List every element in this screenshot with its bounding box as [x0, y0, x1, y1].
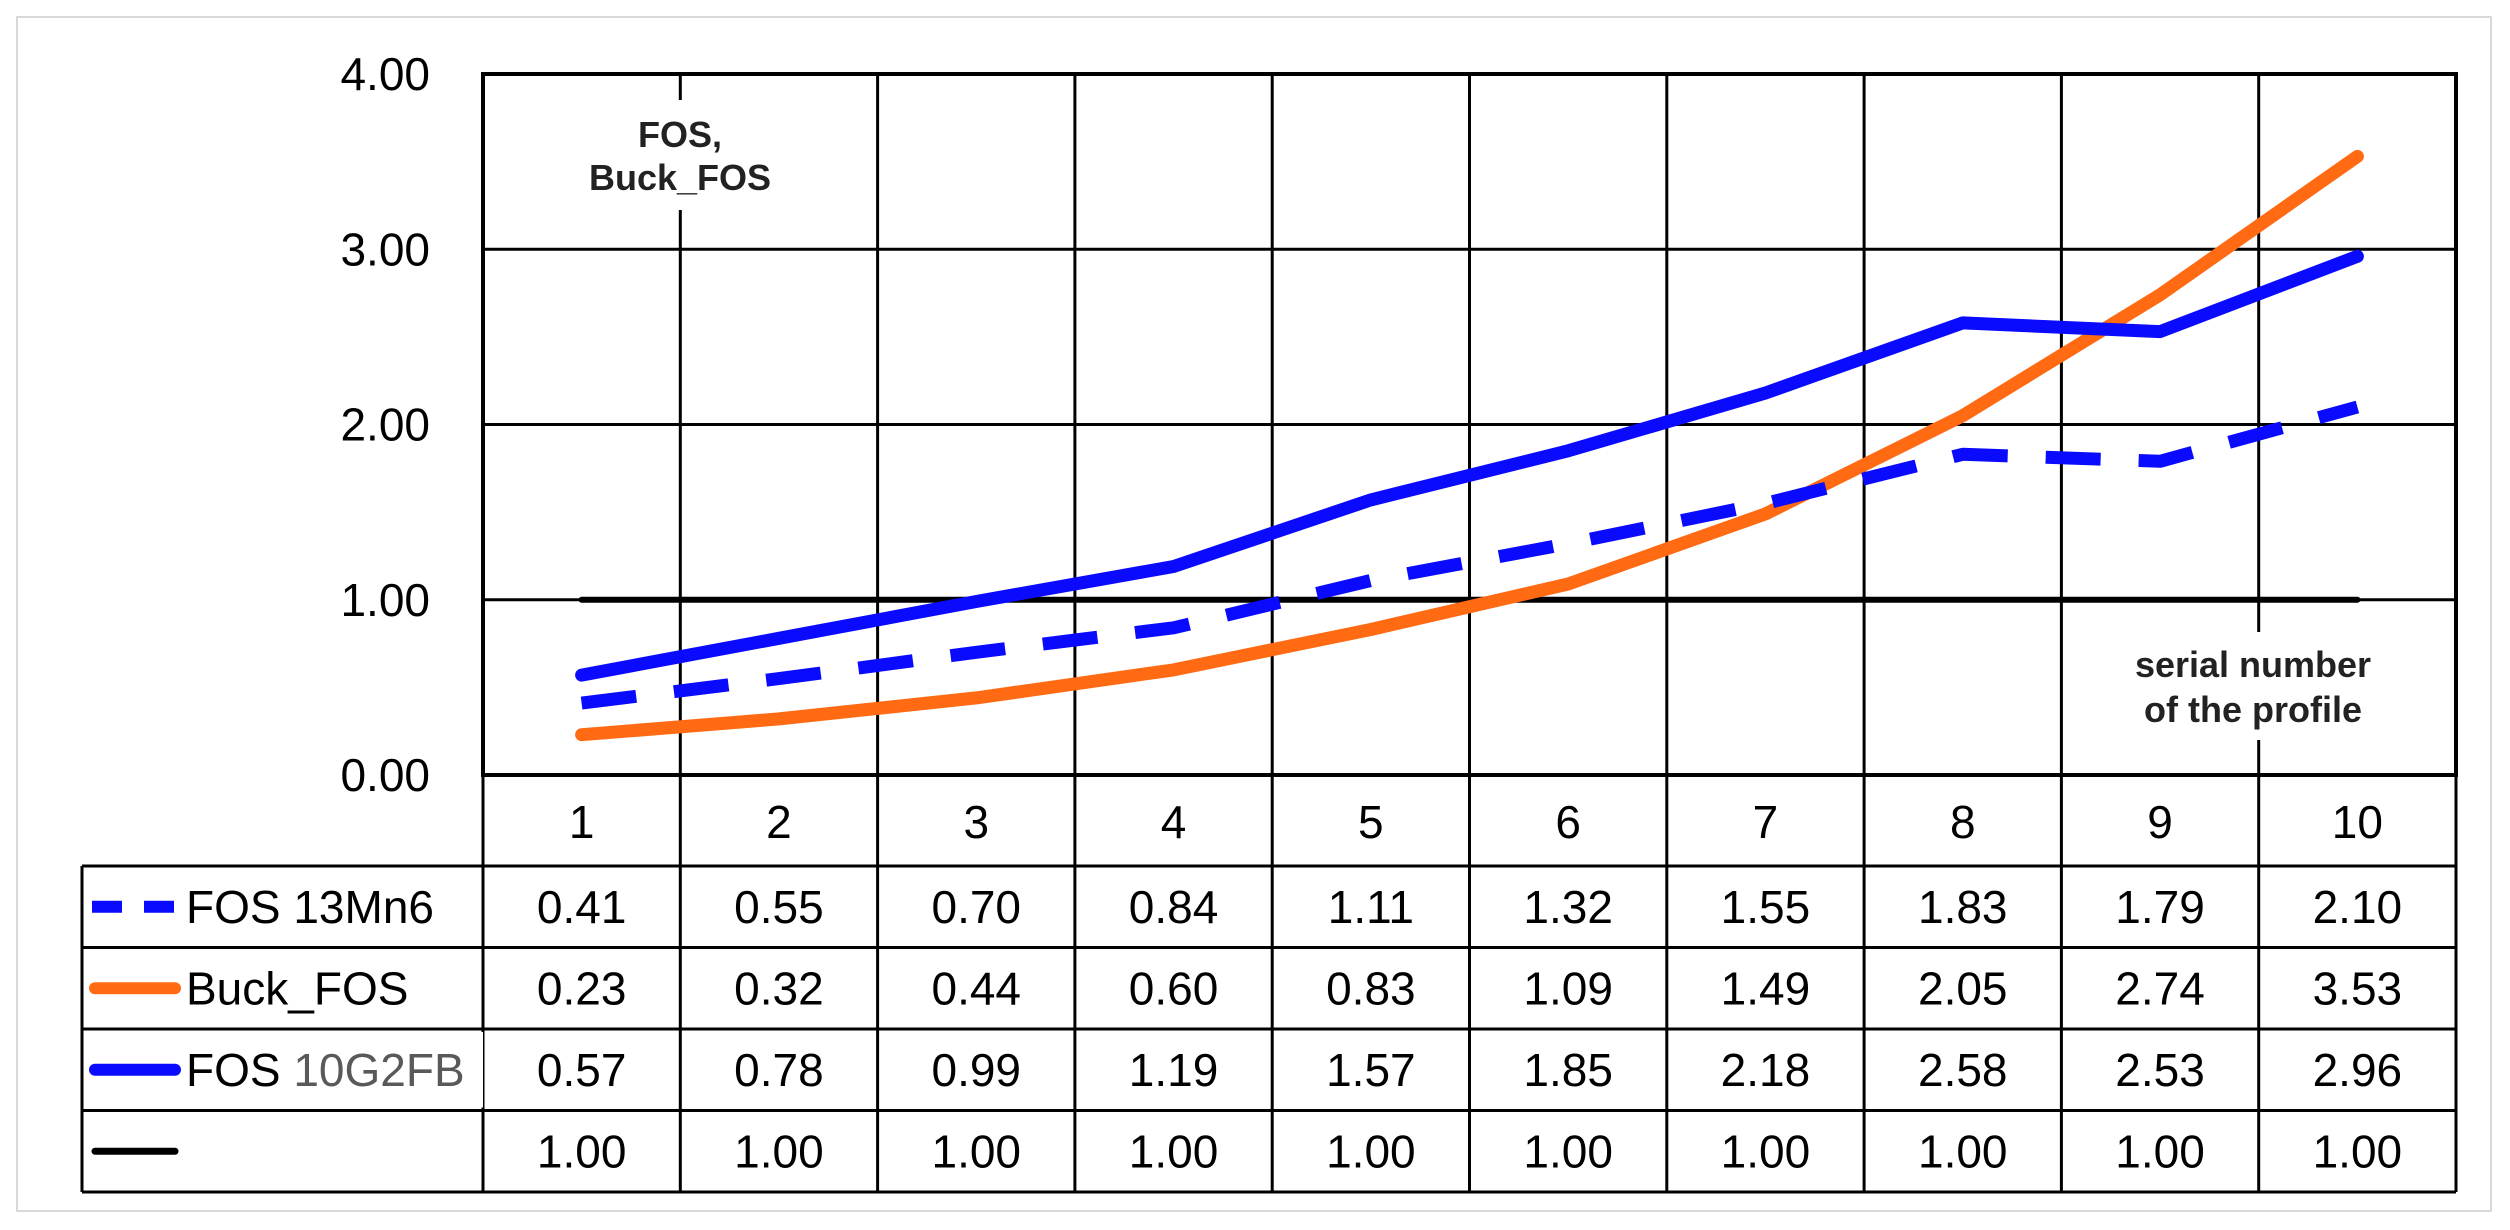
plot-grid — [481, 72, 2458, 1192]
table-cell-s3-c8: 2.58 — [1918, 1044, 2008, 1096]
legend-label-3: FOS 10G2FB — [186, 1044, 465, 1096]
y-tick-label-4: 4.00 — [340, 48, 430, 100]
x-tick-label-8: 8 — [1950, 796, 1976, 848]
series-line-2 — [575, 149, 2364, 742]
table-cell-s1-c10: 2.10 — [2313, 881, 2403, 933]
x-tick-label-2: 2 — [766, 796, 792, 848]
table-cell-s2-c4: 0.60 — [1129, 962, 1219, 1014]
table-cell-s4-c6: 1.00 — [1523, 1125, 1613, 1177]
y-tick-label-1: 1.00 — [340, 574, 430, 626]
table-cell-s4-c2: 1.00 — [734, 1125, 824, 1177]
x-tick-label-5: 5 — [1358, 796, 1384, 848]
legend-label-1: FOS 13Mn6 — [186, 881, 434, 933]
table-cell-s1-c2: 0.55 — [734, 881, 824, 933]
table-cell-s2-c7: 1.49 — [1721, 962, 1811, 1014]
legend-label-part: Buck_FOS — [186, 962, 408, 1014]
table-cell-s2-c8: 2.05 — [1918, 962, 2008, 1014]
y-annotation-background — [560, 100, 800, 210]
x-tick-label-10: 10 — [2332, 796, 2383, 848]
y-tick-label-0: 0.00 — [340, 749, 430, 801]
table-cell-s3-c6: 1.85 — [1523, 1044, 1613, 1096]
legend-label-part: FOS — [186, 1044, 293, 1096]
y-axis-annotation-line-2: Buck_FOS — [589, 157, 771, 198]
x-tick-label-6: 6 — [1555, 796, 1581, 848]
table-cell-s3-c1: 0.57 — [537, 1044, 627, 1096]
table-cell-s1-c3: 0.70 — [931, 881, 1021, 933]
table-cell-s3-c2: 0.78 — [734, 1044, 824, 1096]
table-cell-s2-c5: 0.83 — [1326, 962, 1416, 1014]
table-cell-s3-c9: 2.53 — [2115, 1044, 2205, 1096]
table-cell-s2-c10: 3.53 — [2313, 962, 2403, 1014]
table-cell-s1-c8: 1.83 — [1918, 881, 2008, 933]
x-axis-annotation-line-2: of the profile — [2144, 689, 2362, 730]
table-cell-s1-c6: 1.32 — [1523, 881, 1613, 933]
table-cell-s3-c7: 2.18 — [1721, 1044, 1811, 1096]
table-cell-s1-c1: 0.41 — [537, 881, 627, 933]
table-cell-s4-c7: 1.00 — [1721, 1125, 1811, 1177]
table-cell-s1-c7: 1.55 — [1721, 881, 1811, 933]
x-tick-label-4: 4 — [1161, 796, 1187, 848]
table-cell-s4-c1: 1.00 — [537, 1125, 627, 1177]
data-table: 1 2 3 4 5 6 7 8 9 10 FOS 13Mn6 0.41 0.55 0.70 0.84 1.11… — [80, 775, 2458, 1194]
table-cell-s2-c3: 0.44 — [931, 962, 1021, 1014]
series-lines — [575, 149, 2364, 742]
x-tick-label-3: 3 — [963, 796, 989, 848]
table-cell-s4-c3: 1.00 — [931, 1125, 1021, 1177]
table-cell-s3-c10: 2.96 — [2313, 1044, 2403, 1096]
table-cell-s4-c10: 1.00 — [2313, 1125, 2403, 1177]
table-cell-s4-c4: 1.00 — [1129, 1125, 1219, 1177]
legend-clip — [479, 1032, 483, 1108]
y-axis-ticks: 0.00 1.00 2.00 3.00 4.00 — [340, 48, 430, 801]
table-cell-s1-c5: 1.11 — [1328, 881, 1414, 933]
table-cell-s1-c4: 0.84 — [1129, 881, 1219, 933]
x-annotation-background — [2098, 632, 2408, 740]
x-tick-label-1: 1 — [569, 796, 595, 848]
y-axis-annotation-line-1: FOS, — [638, 114, 722, 155]
table-cell-s2-c6: 1.09 — [1523, 962, 1613, 1014]
table-cell-s3-c3: 0.99 — [931, 1044, 1021, 1096]
series-line-1 — [580, 400, 2360, 710]
table-cell-s4-c5: 1.00 — [1326, 1125, 1416, 1177]
legend-label-suffix: 10G2FB — [293, 1044, 464, 1096]
y-tick-label-2: 2.00 — [340, 399, 430, 451]
legend-label-suffix: 13Mn6 — [293, 881, 434, 933]
table-cell-s1-c9: 1.79 — [2115, 881, 2205, 933]
table-cell-s2-c1: 0.23 — [537, 962, 627, 1014]
table-cell-s2-c2: 0.32 — [734, 962, 824, 1014]
table-cell-s4-c8: 1.00 — [1918, 1125, 2008, 1177]
table-cell-s3-c5: 1.57 — [1326, 1044, 1416, 1096]
y-tick-label-3: 3.00 — [340, 223, 430, 275]
x-axis-annotation-line-1: serial number — [2135, 644, 2371, 685]
table-cell-s3-c4: 1.19 — [1129, 1044, 1219, 1096]
legend-label-2: Buck_FOS — [186, 962, 408, 1014]
annotations: FOS, Buck_FOS serial number of the profi… — [589, 114, 2371, 730]
legend-label-part: FOS — [186, 881, 293, 933]
x-tick-label-7: 7 — [1753, 796, 1779, 848]
series-line-3 — [575, 249, 2364, 682]
x-tick-label-9: 9 — [2147, 796, 2173, 848]
table-cell-s4-c9: 1.00 — [2115, 1125, 2205, 1177]
table-cell-s2-c9: 2.74 — [2115, 962, 2205, 1014]
